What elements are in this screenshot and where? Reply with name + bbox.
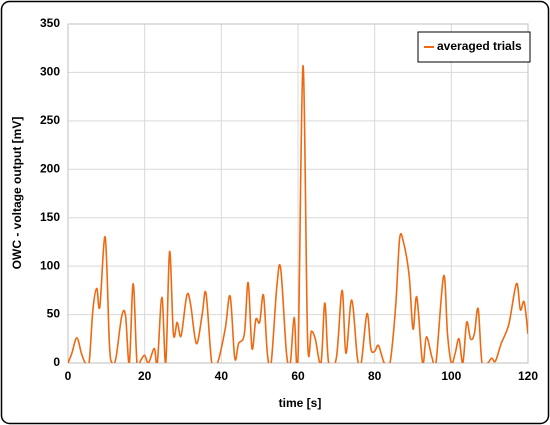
y-tick-label: 100 xyxy=(40,258,60,272)
x-tick-label: 20 xyxy=(138,369,152,383)
y-tick-label: 250 xyxy=(40,113,60,127)
legend-label: averaged trials xyxy=(437,39,522,53)
x-tick-label: 60 xyxy=(291,369,305,383)
y-tick-label: 50 xyxy=(47,307,61,321)
y-axis-label: OWC - voltage output [mV] xyxy=(10,117,24,270)
x-tick-label: 120 xyxy=(518,369,538,383)
y-tick-label: 150 xyxy=(40,210,60,224)
x-axis-label: time [s] xyxy=(279,396,322,410)
legend-box xyxy=(417,31,531,63)
x-tick-label: 0 xyxy=(65,369,72,383)
y-tick-label: 350 xyxy=(40,16,60,30)
data-line xyxy=(68,64,528,363)
x-tick-label: 40 xyxy=(215,369,229,383)
x-tick-label: 80 xyxy=(368,369,382,383)
y-tick-label: 300 xyxy=(40,65,60,79)
y-tick-label: 0 xyxy=(53,355,60,369)
x-tick-label: 100 xyxy=(441,369,461,383)
y-tick-label: 200 xyxy=(40,161,60,175)
